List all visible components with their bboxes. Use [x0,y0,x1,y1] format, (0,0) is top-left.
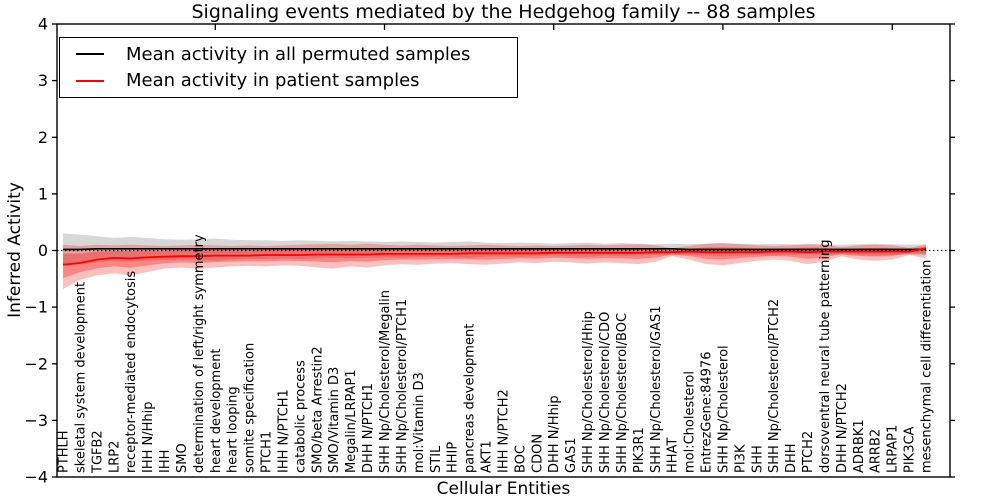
x-tick-label: DHH N/PTCH1 [361,383,376,473]
x-tick-label: PTCH2 [801,431,816,473]
x-tick-label: ADRBK1 [852,419,867,473]
y-tick-label: 2 [38,128,48,147]
x-tick-label: SMO/Vitamin D3 [327,367,342,473]
x-tick-label: mesenchymal cell differentiation [920,260,935,473]
y-tick-label: −2 [24,354,48,373]
legend-entry-permuted: Mean activity in all permuted samples [60,44,517,65]
x-tick-label: SHH Np/Cholesterol/CDO [598,312,613,473]
x-tick-label: SHH Np/Cholesterol/Hhip [581,311,596,473]
x-tick-label: heart looping [226,386,241,473]
legend-label: Mean activity in patient samples [126,70,420,92]
y-tick-label: 3 [38,71,48,90]
y-tick-label: −1 [24,298,48,317]
x-tick-label: TGFB2 [90,430,105,474]
x-tick-label: SHH Np/Cholesterol/BOC [615,313,630,473]
x-tick-label: PTHLH [57,430,72,473]
x-tick-label: catabolic process [293,360,308,473]
x-tick-label: skeletal system development [73,282,88,473]
x-tick-label: SMO/beta Arrestin2 [310,346,325,473]
x-tick-label: SHH [750,445,765,473]
permuted-mean-line [63,248,926,251]
x-tick-label: SHH Np/Cholesterol [716,345,731,473]
x-tick-label: heart development [209,348,224,473]
x-tick-label: mol:Cholesterol [683,371,698,473]
permuted-line-swatch [76,53,104,56]
x-tick-label: BOC [513,445,528,473]
x-axis-label: Cellular Entities [436,479,571,499]
patient-mean-line [62,247,927,266]
x-tick-label: SHH Np/Cholesterol/PTCH2 [767,299,782,473]
x-tick-label: LRPAP1 [886,425,901,473]
x-tick-label: DHH N/PTCH2 [835,383,850,473]
x-tick-label: mol:Vitamin D3 [412,372,427,473]
x-tick-label: IHH N/Hhip [141,402,156,474]
y-tick-label: −4 [24,468,48,487]
chart-title: Signaling events mediated by the Hedgeho… [191,1,816,23]
legend-label: Mean activity in all permuted samples [126,43,471,65]
x-tick-label: receptor-mediated endocytosis [124,271,139,473]
x-tick-label: LRP2 [107,441,122,473]
x-tick-label: IHH N/PTCH1 [277,389,292,473]
x-tick-label: EntrezGene:84976 [700,352,715,473]
x-tick-label: SHH Np/Cholesterol/Megalin [378,290,393,473]
x-tick-label: pancreas development [463,324,478,473]
y-tick-label: 0 [38,241,48,260]
x-tick-label: somite specification [243,343,258,473]
x-tick-label: HHAT [666,438,681,473]
legend: Mean activity in all permuted samples Me… [59,37,518,98]
legend-entry-patient: Mean activity in patient samples [60,70,517,91]
patient-line-swatch [76,79,104,82]
x-tick-label: SHH Np/Cholesterol/PTCH1 [395,299,410,473]
x-tick-label: AKT1 [480,440,495,473]
x-tick-label: ARRB2 [869,429,884,473]
x-tick-label: SHH Np/Cholesterol/GAS1 [649,305,664,473]
x-tick-label: PIK3CA [903,426,918,473]
x-tick-label: PI3K [733,444,748,473]
y-tick-label: −3 [24,411,48,430]
x-tick-label: IHH N/PTCH2 [497,389,512,473]
x-tick-label: IHH [158,450,173,473]
x-tick-label: CDON [530,434,545,473]
x-tick-label: Megalin/LRPAP1 [344,369,359,473]
x-tick-label: SMO [175,443,190,473]
x-tick-label: dorsoventral neural tube patterning [818,240,833,473]
x-tick-label: STIL [429,445,444,473]
x-tick-label: PTCH1 [260,431,275,473]
x-tick-label: PIK3R1 [632,427,647,473]
x-tick-label: DHH N/Hhip [547,395,562,473]
y-axis-label: Inferred Activity [5,182,25,318]
x-tick-label: GAS1 [564,438,579,474]
y-tick-label: 4 [38,15,48,34]
x-tick-label: determination of left/right symmetry [192,234,207,473]
x-tick-label: HHIP [446,442,461,473]
y-tick-label: 1 [38,184,48,203]
x-tick-label: DHH [784,443,799,473]
